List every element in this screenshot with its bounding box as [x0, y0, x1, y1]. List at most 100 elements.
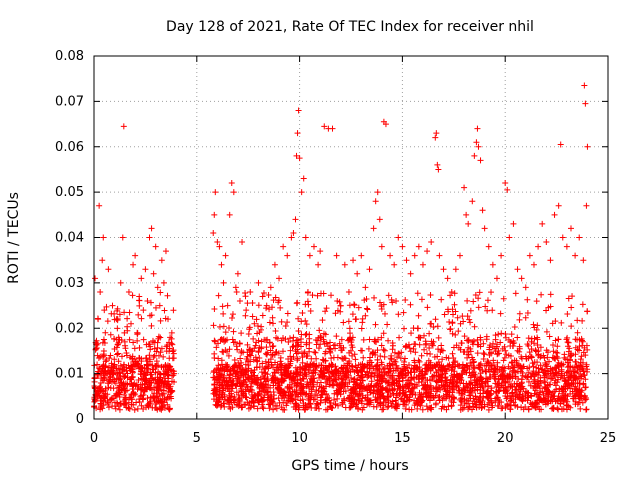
- x-tick-label: 10: [291, 431, 308, 446]
- data-point: [133, 381, 140, 388]
- data-point: [244, 341, 251, 348]
- data-point: [333, 376, 340, 383]
- data-point: [316, 383, 323, 390]
- data-point: [229, 311, 236, 318]
- data-point: [273, 334, 280, 341]
- data-point: [377, 353, 384, 360]
- data-point: [396, 378, 403, 385]
- data-point: [121, 338, 128, 345]
- data-point: [107, 352, 114, 359]
- data-point: [92, 391, 99, 398]
- data-point: [492, 388, 499, 395]
- data-point: [448, 398, 455, 405]
- data-point: [116, 389, 123, 396]
- data-point: [346, 349, 353, 356]
- data-point: [156, 376, 163, 383]
- data-point: [303, 331, 310, 338]
- data-point: [148, 225, 155, 232]
- data-point: [287, 347, 294, 354]
- data-point: [364, 369, 371, 376]
- data-point: [434, 379, 441, 386]
- data-point: [99, 339, 106, 346]
- data-point: [439, 356, 446, 363]
- data-point: [166, 364, 173, 371]
- data-point: [320, 357, 327, 364]
- data-point: [212, 401, 219, 408]
- data-point: [278, 388, 285, 395]
- data-point: [138, 371, 145, 378]
- data-point: [161, 307, 168, 314]
- data-point: [577, 370, 584, 377]
- data-point: [307, 392, 314, 399]
- data-point: [526, 349, 533, 356]
- data-point: [554, 362, 561, 369]
- data-point: [278, 318, 285, 325]
- data-point: [357, 372, 364, 379]
- data-point: [212, 189, 219, 196]
- data-point: [394, 392, 401, 399]
- data-point: [290, 354, 297, 361]
- data-point: [347, 330, 354, 337]
- data-point: [278, 360, 285, 367]
- data-point: [153, 393, 160, 400]
- data-point: [505, 363, 512, 370]
- data-point: [151, 339, 158, 346]
- data-point: [245, 362, 252, 369]
- data-point: [563, 380, 570, 387]
- data-point: [531, 335, 538, 342]
- data-point: [261, 369, 268, 376]
- data-point: [345, 372, 352, 379]
- data-point: [408, 330, 415, 337]
- data-point: [307, 400, 314, 407]
- data-point: [105, 266, 112, 273]
- data-point: [323, 305, 330, 312]
- data-point: [481, 225, 488, 232]
- data-point: [99, 353, 106, 360]
- data-point: [553, 349, 560, 356]
- data-point: [307, 363, 314, 370]
- data-point: [329, 382, 336, 389]
- data-point: [249, 347, 256, 354]
- data-point: [255, 399, 262, 406]
- data-point: [538, 291, 545, 298]
- data-point: [507, 384, 514, 391]
- data-point: [220, 310, 227, 317]
- data-point: [326, 363, 333, 370]
- data-point: [300, 175, 307, 182]
- data-point: [297, 369, 304, 376]
- data-point: [539, 220, 546, 227]
- data-point: [555, 370, 562, 377]
- data-point: [421, 332, 428, 339]
- data-point: [227, 366, 234, 373]
- data-point: [318, 335, 325, 342]
- data-point: [340, 344, 347, 351]
- data-point: [484, 389, 491, 396]
- data-point: [483, 362, 490, 369]
- data-point: [553, 353, 560, 360]
- data-point: [148, 379, 155, 386]
- data-point: [378, 361, 385, 368]
- data-point: [313, 355, 320, 362]
- data-point: [530, 261, 537, 268]
- data-point: [237, 355, 244, 362]
- data-point: [240, 377, 247, 384]
- data-point: [135, 361, 142, 368]
- data-point: [328, 292, 335, 299]
- data-point: [556, 385, 563, 392]
- data-point: [574, 380, 581, 387]
- data-point: [157, 317, 164, 324]
- data-point: [381, 310, 388, 317]
- data-point: [379, 384, 386, 391]
- data-point: [418, 352, 425, 359]
- data-point: [569, 293, 576, 300]
- data-point: [427, 405, 434, 412]
- data-point: [147, 299, 154, 306]
- data-point: [317, 399, 324, 406]
- data-point: [427, 365, 434, 372]
- data-point: [334, 298, 341, 305]
- data-point: [485, 243, 492, 250]
- data-point: [566, 367, 573, 374]
- data-point: [279, 406, 286, 413]
- data-point: [494, 351, 501, 358]
- data-point: [265, 359, 272, 366]
